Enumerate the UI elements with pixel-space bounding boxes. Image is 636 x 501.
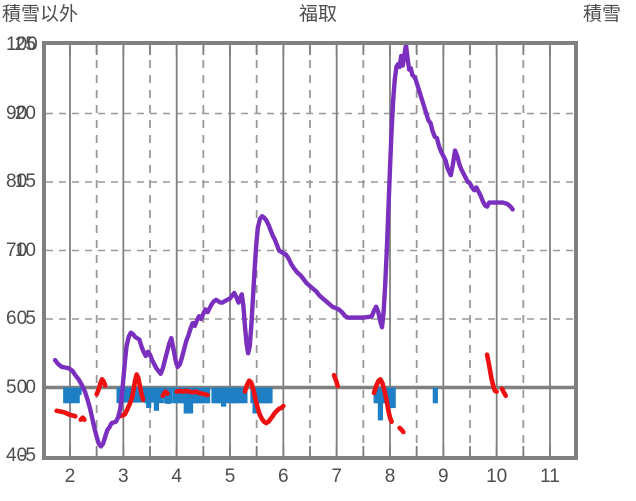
y-tick-right-70: 70 [6, 239, 28, 261]
y-tick-left-25: 25 [14, 34, 36, 55]
y-tick-right-40: 40 [6, 445, 28, 466]
y-tick-right-60: 60 [6, 308, 28, 329]
right-axis-unit-label: 積雪 [583, 4, 622, 25]
x-tick-7: 7 [331, 466, 342, 487]
y-tick-left--5: -5 [19, 445, 36, 466]
y-tick-left-0: 0 [25, 376, 36, 398]
y-tick-left-20: 20 [14, 102, 36, 124]
y-tick-right-80: 80 [6, 171, 28, 192]
x-tick-4: 4 [171, 466, 182, 487]
plot-inner [46, 45, 574, 456]
left-axis-unit-label: 積雪以外 [2, 4, 79, 25]
y-tick-right-100: 100 [6, 34, 38, 55]
plot-area [42, 41, 578, 460]
y-tick-left-10: 10 [14, 239, 36, 261]
purple-line-series [52, 45, 515, 449]
x-tick-8: 8 [384, 466, 396, 487]
x-tick-2: 2 [64, 466, 76, 487]
x-tick-6: 6 [278, 466, 289, 487]
x-tick-11: 11 [540, 466, 560, 487]
chart-svg [46, 45, 574, 456]
y-tick-left-15: 15 [14, 171, 36, 192]
red-line-series [54, 352, 509, 435]
y-tick-left-5: 5 [25, 308, 36, 329]
page-title: 福取 [298, 4, 337, 25]
x-tick-10: 10 [486, 466, 508, 487]
y-tick-right-90: 90 [6, 102, 28, 124]
x-tick-5: 5 [224, 466, 236, 487]
x-tick-9: 9 [438, 466, 449, 487]
y-tick-right-50: 50 [6, 376, 28, 398]
x-tick-3: 3 [118, 466, 129, 487]
